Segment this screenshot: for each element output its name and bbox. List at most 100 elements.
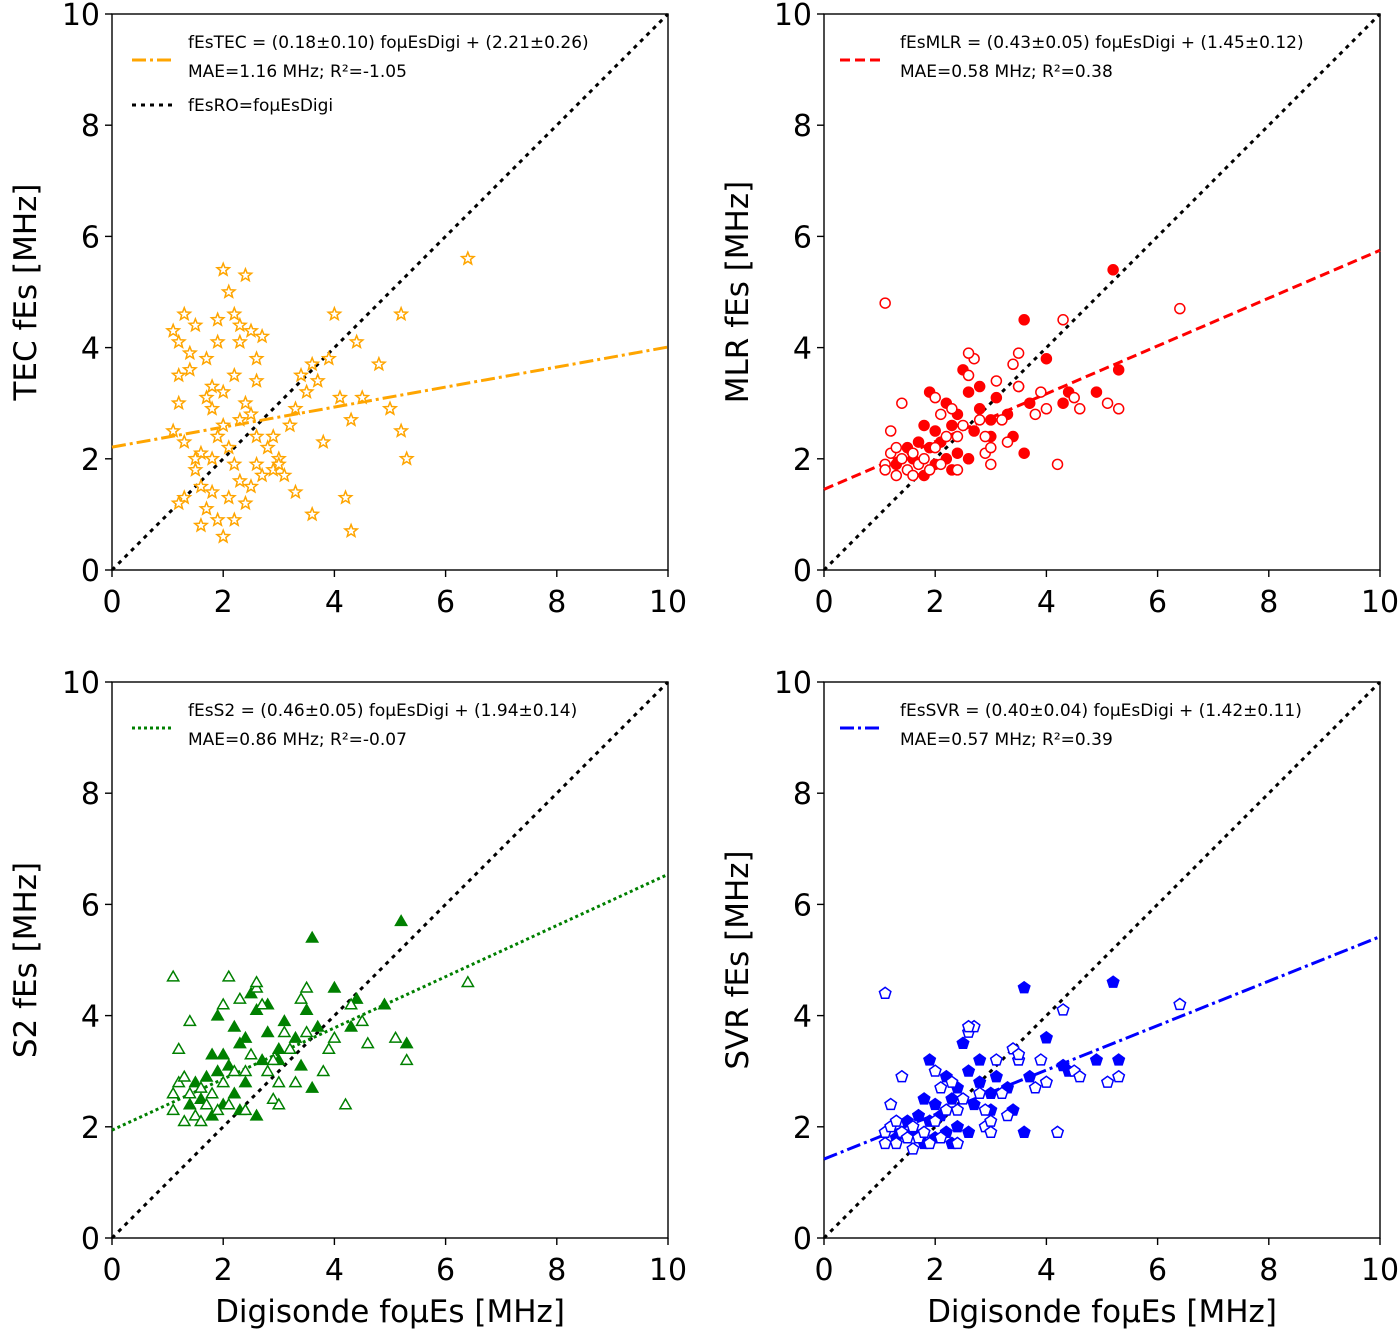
data-point <box>270 455 287 472</box>
data-point <box>238 1030 253 1043</box>
data-point <box>392 422 410 438</box>
y-tick-label: 8 <box>793 109 812 144</box>
y-tick-label: 2 <box>81 443 100 478</box>
data-point <box>940 430 953 443</box>
data-point <box>950 1119 965 1133</box>
y-tick-label: 0 <box>793 554 812 589</box>
y-tick-label: 6 <box>793 888 812 923</box>
data-point <box>281 416 299 433</box>
data-point <box>237 494 254 511</box>
data-point <box>176 305 193 322</box>
data-point <box>248 350 265 366</box>
data-point <box>890 441 903 454</box>
data-point <box>294 991 308 1004</box>
data-point <box>923 1053 937 1066</box>
data-markers <box>110 680 670 1240</box>
x-tick-label: 2 <box>926 1253 945 1288</box>
data-point <box>1112 1069 1126 1083</box>
axis-ticks: 0 2 4 6 8 10 0 2 4 6 8 10 <box>774 0 1399 620</box>
data-point <box>889 1114 903 1127</box>
x-axis-title: Digisonde foμEs [MHz] <box>215 1294 565 1330</box>
data-point <box>1074 403 1086 415</box>
data-point <box>1056 1058 1070 1072</box>
data-point <box>321 1041 336 1054</box>
data-point <box>242 322 260 338</box>
y-tick-label: 0 <box>81 554 100 589</box>
data-point <box>968 425 980 437</box>
data-point <box>399 1053 414 1066</box>
data-point <box>232 991 247 1004</box>
data-point <box>298 383 315 400</box>
data-point <box>248 427 265 444</box>
data-point <box>961 1019 976 1033</box>
data-point <box>216 1075 231 1088</box>
data-point <box>392 305 410 322</box>
data-point <box>911 1108 926 1122</box>
data-point <box>929 425 941 437</box>
data-point <box>1057 314 1069 326</box>
data-point <box>1012 1047 1026 1061</box>
data-point <box>266 1092 281 1104</box>
data-point <box>1057 397 1069 409</box>
x-tick-label: 6 <box>436 1253 455 1288</box>
data-point <box>238 1075 253 1088</box>
x-axis-title: Digisonde foμEs [MHz] <box>927 1294 1277 1330</box>
data-point <box>265 427 282 444</box>
data-point <box>995 1086 1009 1100</box>
panel-svr: 0 2 4 6 8 10 0 2 4 6 8 10 fEsSVR = (0.40±0.04) foμE… <box>720 666 1399 1330</box>
data-point <box>216 1047 231 1060</box>
data-point <box>935 458 947 471</box>
data-point <box>304 355 321 372</box>
data-point <box>984 1086 998 1100</box>
x-tick-label: 4 <box>325 585 344 620</box>
data-point <box>194 1114 208 1127</box>
data-point <box>1029 408 1042 421</box>
data-point <box>220 439 237 455</box>
data-point <box>337 489 354 505</box>
legend-fit-label: fEsSVR = (0.40±0.04) foμEsDigi + (1.42±0… <box>900 701 1302 721</box>
data-point <box>399 1036 414 1049</box>
data-point <box>248 372 265 388</box>
axis-ticks: 0 2 4 6 8 10 0 2 4 6 8 10 <box>774 666 1399 1288</box>
data-point <box>962 369 975 382</box>
data-point <box>928 1097 942 1111</box>
x-tick-label: 10 <box>1361 585 1399 620</box>
data-point <box>227 1086 242 1099</box>
data-point <box>878 986 892 999</box>
y-tick-label: 0 <box>81 1222 100 1257</box>
data-point <box>248 455 265 472</box>
plot-frame <box>111 681 669 1239</box>
data-point <box>1174 302 1186 315</box>
data-point <box>895 1069 909 1083</box>
y-tick-label: 4 <box>81 332 100 367</box>
data-point <box>231 333 249 349</box>
y-tick-label: 8 <box>793 777 812 812</box>
panel-tec: 0 2 4 6 8 10 0 2 4 6 8 10 fEsTEC = (0.18±0.10) foμE… <box>8 0 687 620</box>
data-point <box>950 1103 965 1116</box>
data-point <box>1106 975 1120 988</box>
data-point <box>973 414 986 426</box>
data-point <box>348 333 365 349</box>
data-point <box>950 1136 965 1150</box>
data-point <box>304 505 321 522</box>
data-point <box>288 1030 303 1043</box>
data-point <box>165 422 182 438</box>
data-point <box>1090 386 1103 398</box>
data-point <box>271 1097 286 1110</box>
data-point <box>917 1125 931 1138</box>
data-point <box>946 403 958 415</box>
data-point <box>1089 1053 1104 1066</box>
y-axis-title: TEC fEs [MHz] <box>8 183 44 401</box>
data-point <box>1034 1053 1048 1066</box>
data-point <box>1018 447 1030 459</box>
data-point <box>244 1047 258 1060</box>
y-tick-label: 2 <box>81 1111 100 1146</box>
data-point <box>985 441 997 454</box>
data-point <box>1039 1075 1053 1088</box>
data-point <box>271 1075 286 1088</box>
data-point <box>990 391 1003 404</box>
data-point <box>989 1069 1003 1083</box>
data-point <box>253 466 271 483</box>
data-point <box>370 355 388 372</box>
data-point <box>255 997 270 1010</box>
